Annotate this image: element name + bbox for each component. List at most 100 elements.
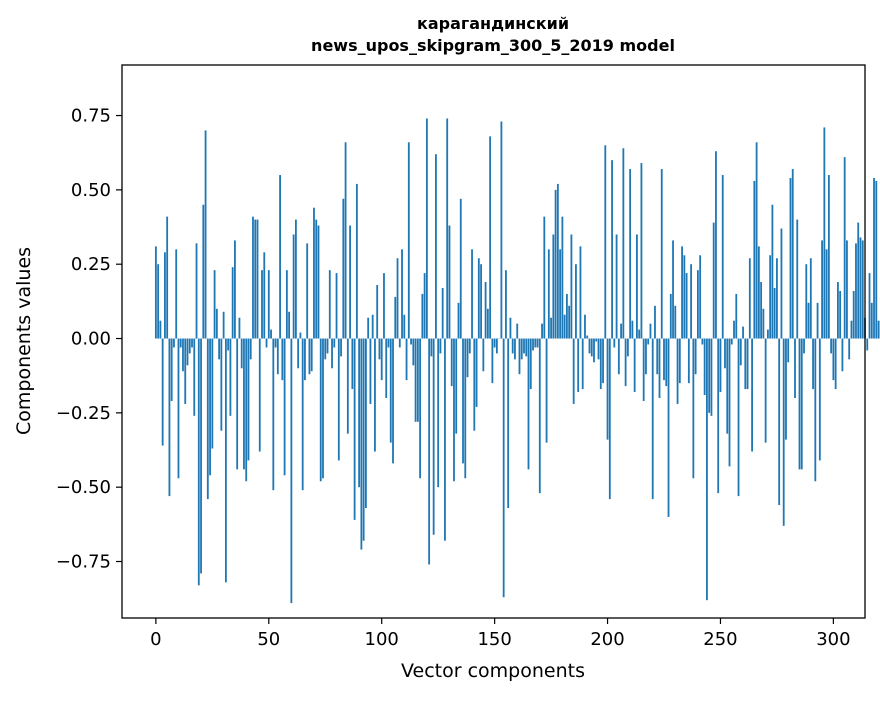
bar-300 — [832, 339, 834, 381]
bar-159 — [514, 339, 516, 360]
bar-26 — [214, 270, 216, 338]
bar-24 — [209, 339, 211, 476]
bar-164 — [525, 339, 527, 357]
bar-18 — [196, 243, 198, 338]
bar-57 — [284, 339, 286, 476]
bar-196 — [598, 339, 600, 360]
bar-299 — [830, 339, 832, 354]
bar-73 — [320, 339, 322, 482]
bar-11 — [180, 339, 182, 348]
x-tick-label-150: 150 — [477, 629, 511, 650]
bar-2 — [159, 321, 161, 339]
bar-0 — [155, 246, 157, 338]
bar-78 — [331, 339, 333, 369]
bar-190 — [584, 315, 586, 339]
bar-225 — [663, 339, 665, 381]
bar-46 — [259, 339, 261, 452]
bar-307 — [848, 339, 850, 360]
bar-241 — [699, 255, 701, 338]
bar-83 — [342, 199, 344, 339]
bar-1 — [157, 264, 159, 338]
bar-162 — [521, 339, 523, 360]
chart-title-line-2: news_upos_skipgram_300_5_2019 model — [311, 36, 675, 55]
bar-125 — [437, 339, 439, 488]
bar-223 — [659, 339, 661, 398]
bar-75 — [324, 339, 326, 360]
y-tick-label-2: −0.25 — [56, 403, 111, 424]
bar-306 — [846, 240, 848, 338]
bar-34 — [232, 267, 234, 338]
bar-294 — [819, 339, 821, 461]
bar-288 — [805, 264, 807, 338]
bar-202 — [611, 160, 613, 338]
bar-230 — [674, 306, 676, 339]
bar-214 — [638, 330, 640, 339]
bar-86 — [349, 226, 351, 339]
bar-313 — [862, 240, 864, 338]
bar-296 — [823, 127, 825, 338]
bar-188 — [580, 246, 582, 338]
bar-212 — [634, 339, 636, 393]
y-tick-label-6: 0.75 — [71, 106, 111, 127]
bar-260 — [742, 327, 744, 339]
bar-286 — [801, 339, 803, 470]
bar-100 — [381, 339, 383, 381]
bar-209 — [627, 339, 629, 357]
bar-285 — [799, 339, 801, 470]
bar-155 — [505, 270, 507, 338]
bar-27 — [216, 309, 218, 339]
bar-77 — [329, 270, 331, 338]
bar-25 — [211, 339, 213, 449]
bar-36 — [236, 339, 238, 470]
bar-129 — [446, 119, 448, 339]
bar-301 — [835, 339, 837, 390]
bar-144 — [480, 264, 482, 338]
bar-17 — [193, 339, 195, 416]
bar-248 — [715, 151, 717, 338]
bar-92 — [363, 339, 365, 541]
bar-297 — [826, 249, 828, 338]
bar-264 — [751, 339, 753, 452]
bar-39 — [243, 339, 245, 470]
bar-62 — [295, 220, 297, 339]
bar-101 — [383, 273, 385, 338]
bar-205 — [618, 339, 620, 375]
bar-228 — [670, 294, 672, 339]
bar-272 — [769, 255, 771, 338]
bar-277 — [781, 229, 783, 339]
bar-192 — [589, 339, 591, 354]
bar-158 — [512, 339, 514, 354]
bar-141 — [473, 339, 475, 431]
bar-282 — [792, 169, 794, 338]
y-tick-label-4: 0.25 — [71, 254, 111, 275]
bar-257 — [735, 294, 737, 339]
chart-title: карагандинский news_upos_skipgram_300_5_… — [311, 14, 675, 55]
bar-13 — [184, 339, 186, 404]
bar-87 — [351, 339, 353, 390]
bar-284 — [796, 220, 798, 339]
bar-170 — [539, 339, 541, 494]
bar-12 — [182, 339, 184, 372]
bar-293 — [817, 303, 819, 339]
bar-37 — [239, 318, 241, 339]
bar-217 — [645, 339, 647, 375]
bar-233 — [681, 246, 683, 338]
bar-290 — [810, 258, 812, 338]
bar-275 — [776, 258, 778, 338]
bar-298 — [828, 175, 830, 339]
y-axis-label: Components values — [13, 247, 35, 435]
bar-10 — [178, 339, 180, 479]
bar-132 — [453, 339, 455, 482]
bar-128 — [444, 339, 446, 541]
bar-63 — [297, 339, 299, 369]
bar-124 — [435, 154, 437, 338]
bar-113 — [410, 339, 412, 345]
bar-148 — [489, 136, 491, 338]
bar-60 — [290, 339, 292, 604]
bar-23 — [207, 339, 209, 500]
bar-72 — [318, 226, 320, 339]
bar-41 — [248, 339, 250, 461]
bar-238 — [692, 339, 694, 479]
bar-140 — [471, 249, 473, 338]
